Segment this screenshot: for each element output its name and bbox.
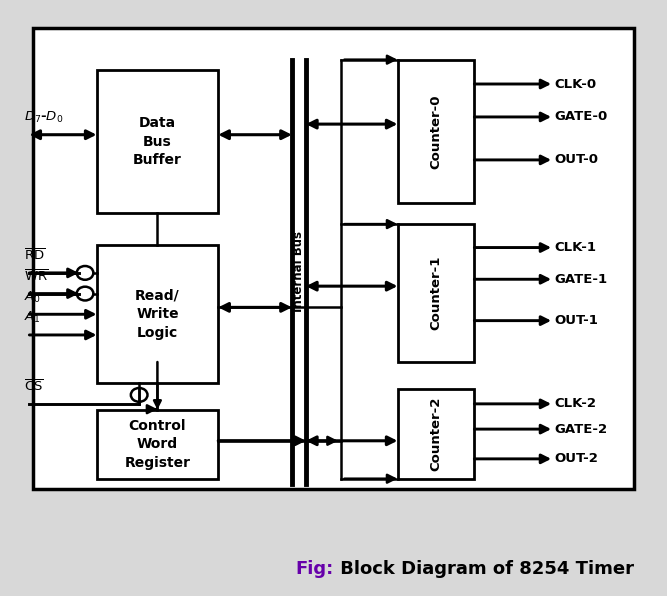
Bar — [97, 246, 218, 383]
Text: Read/
Write
Logic: Read/ Write Logic — [135, 289, 180, 340]
Text: Counter-0: Counter-0 — [430, 94, 442, 169]
Text: $\overline{\mathrm{RD}}$: $\overline{\mathrm{RD}}$ — [23, 248, 45, 263]
Text: Control
Word
Register: Control Word Register — [125, 419, 190, 470]
Text: $\overline{\mathrm{WR}}$: $\overline{\mathrm{WR}}$ — [23, 269, 48, 284]
Text: GATE-1: GATE-1 — [554, 273, 608, 285]
Text: $A_0$: $A_0$ — [23, 290, 41, 305]
Text: OUT-0: OUT-0 — [554, 153, 598, 166]
Bar — [33, 28, 634, 489]
Text: CLK-1: CLK-1 — [554, 241, 596, 254]
Text: OUT-2: OUT-2 — [554, 452, 598, 465]
Text: Data
Bus
Buffer: Data Bus Buffer — [133, 116, 182, 167]
Bar — [398, 389, 474, 479]
Text: Counter-1: Counter-1 — [430, 256, 442, 330]
Text: $D_7$-$D_0$: $D_7$-$D_0$ — [23, 110, 63, 125]
Text: Counter-2: Counter-2 — [430, 396, 442, 471]
Text: CLK-0: CLK-0 — [554, 77, 596, 91]
Text: $\overline{\mathrm{CS}}$: $\overline{\mathrm{CS}}$ — [23, 380, 43, 395]
Text: CLK-2: CLK-2 — [554, 398, 596, 411]
Text: GATE-0: GATE-0 — [554, 110, 608, 123]
Text: Block Diagram of 8254 Timer: Block Diagram of 8254 Timer — [334, 560, 634, 578]
Text: OUT-1: OUT-1 — [554, 314, 598, 327]
Text: GATE-2: GATE-2 — [554, 423, 608, 436]
Text: $A_1$: $A_1$ — [23, 311, 40, 325]
Bar — [97, 410, 218, 479]
Text: Fig:: Fig: — [295, 560, 334, 578]
Bar — [398, 224, 474, 362]
Bar — [97, 70, 218, 213]
Bar — [398, 60, 474, 203]
Text: Internal Bus: Internal Bus — [292, 231, 305, 312]
